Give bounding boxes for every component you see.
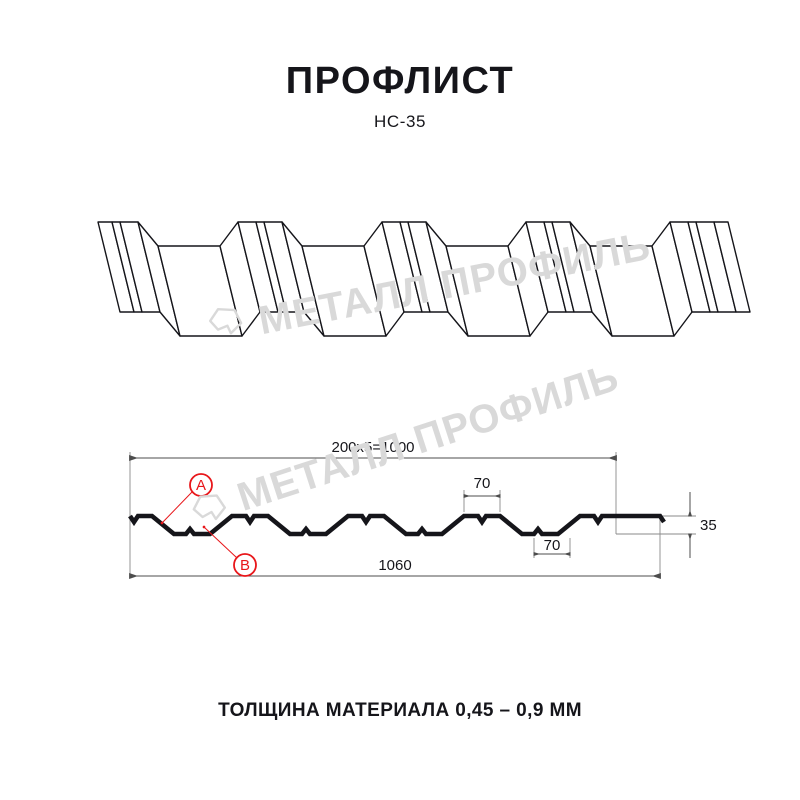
- dimension-height-label: 35: [700, 517, 717, 534]
- dimension-valley-label: 70: [544, 537, 561, 554]
- isometric-sheet-view: [80, 200, 760, 350]
- callout-a: A: [160, 473, 213, 525]
- material-thickness-note: ТОЛЩИНА МАТЕРИАЛА 0,45 – 0,9 ММ: [218, 700, 582, 721]
- profile-outline: [128, 513, 666, 537]
- dimension-overall-width-label: 1060: [378, 557, 411, 574]
- page-title: ПРОФЛИСТ: [285, 60, 515, 102]
- callout-b-label: B: [240, 557, 250, 574]
- product-model-subtitle: НС-35: [373, 111, 427, 131]
- dimension-height: 35: [687, 492, 717, 558]
- dimension-pitch-label: 200x5=1000: [332, 439, 415, 456]
- page-header: ПРОФЛИСТ НС-35: [0, 60, 800, 132]
- extension-lines: [129, 452, 696, 578]
- cross-section-svg: 200x5=1000 70 70: [128, 439, 717, 580]
- cross-section-view: 200x5=1000 70 70: [100, 430, 720, 610]
- isometric-sheet-svg: [97, 221, 751, 337]
- iso-rib-group: [97, 221, 751, 337]
- callout-b: B: [202, 525, 257, 577]
- callout-a-label: A: [196, 477, 206, 494]
- dimension-rib-top-label: 70: [474, 475, 491, 492]
- dimension-rib-top: 70: [463, 475, 501, 512]
- dimension-valley: 70: [533, 537, 571, 558]
- dimension-overall-width: 1060: [129, 557, 661, 580]
- dimension-pitch: 200x5=1000: [129, 439, 617, 462]
